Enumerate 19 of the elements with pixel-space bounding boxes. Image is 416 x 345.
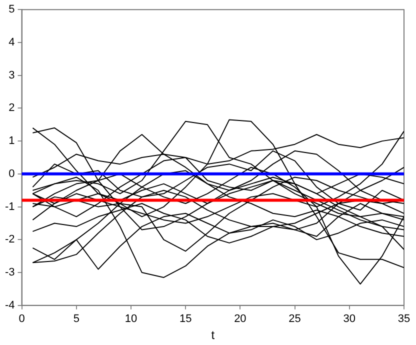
- x-tick-label: 10: [124, 313, 138, 326]
- x-tick-label: 15: [179, 313, 192, 326]
- x-tick-label: 0: [18, 313, 25, 326]
- y-tick-label: 3: [8, 69, 15, 82]
- y-tick-label: 4: [8, 36, 15, 48]
- y-tick-label: 0: [8, 168, 15, 180]
- y-tick-label: 5: [8, 4, 15, 16]
- x-tick-label: 35: [398, 313, 410, 326]
- y-tick-label: -4: [5, 299, 15, 312]
- x-tick-label: 20: [234, 313, 246, 326]
- x-tick-label: 5: [73, 313, 80, 326]
- x-axis-title: t: [211, 328, 216, 342]
- x-tick-label: 25: [288, 313, 301, 326]
- y-tick-label: 2: [8, 102, 15, 114]
- x-tick-label: 30: [343, 313, 356, 326]
- y-tick-label: -3: [5, 266, 15, 279]
- y-tick-label: -2: [5, 234, 15, 246]
- y-tick-label: -1: [5, 200, 15, 213]
- y-tick-label: 1: [8, 135, 15, 148]
